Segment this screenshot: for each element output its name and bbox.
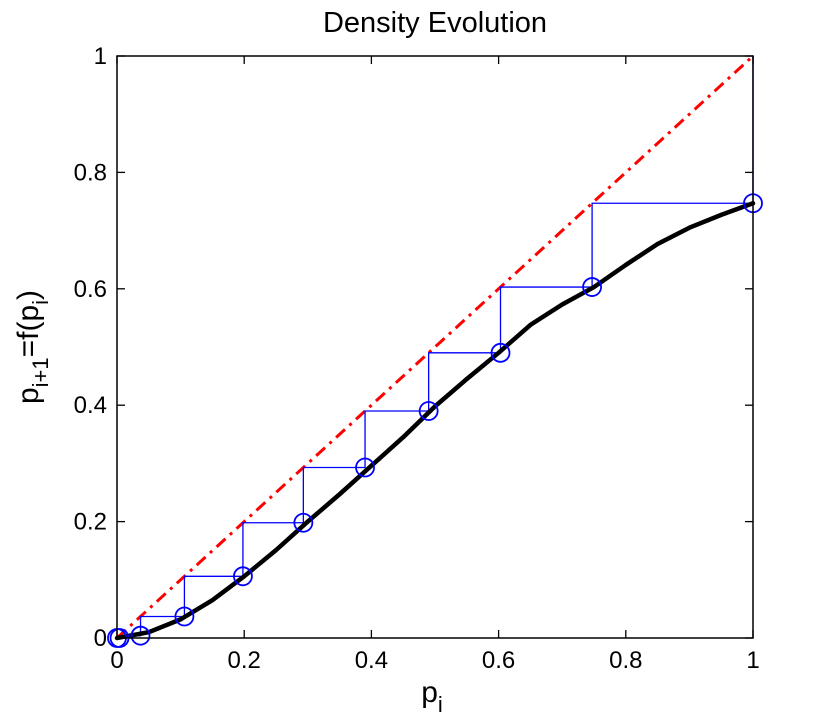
y-tick-label: 0	[94, 625, 107, 652]
y-tick-label: 1	[94, 43, 107, 70]
x-tick-label: 0.8	[609, 647, 642, 674]
axis-ticks: 0 0.2 0.4 0.6 0.8 1 0 0.2 0.4 0.6 0.8 1	[74, 43, 760, 674]
iteration-point	[130, 625, 151, 646]
diagonal-reference-line	[115, 54, 755, 640]
iteration-point	[293, 512, 314, 533]
iteration-point	[582, 277, 602, 297]
plot-area	[107, 54, 763, 648]
y-axis-title-subscript-2: i	[28, 300, 53, 305]
iteration-staircase	[117, 56, 754, 639]
iteration-point	[490, 342, 511, 363]
y-tick-label: 0.8	[74, 159, 107, 186]
y-tick-label: 0.4	[74, 392, 107, 419]
y-axis-title-subscript-1: i+1	[28, 357, 53, 387]
y-tick-label: 0.2	[74, 509, 107, 536]
density-evolution-curve	[114, 200, 756, 641]
x-tick-label: 1	[746, 647, 759, 674]
plot-frame	[116, 55, 754, 639]
x-tick-label: 0.6	[482, 647, 515, 674]
y-axis-title-function: =f(p	[12, 305, 45, 358]
iteration-point	[418, 401, 439, 421]
iteration-point	[233, 566, 253, 587]
x-tick-label: 0.2	[228, 647, 261, 674]
x-axis-title-subscript: i	[438, 692, 443, 717]
iteration-point	[355, 457, 375, 478]
y-axis-title: pi+1=f(pi)	[12, 290, 53, 404]
y-tick-label: 0.6	[74, 276, 107, 303]
y-axis-title-close: )	[12, 290, 45, 300]
x-tick-label: 0.4	[355, 647, 388, 674]
y-axis-title-base: p	[12, 387, 45, 404]
x-axis-title: pi	[421, 676, 443, 717]
iteration-point	[174, 606, 195, 627]
chart-title: Density Evolution	[323, 7, 547, 39]
x-tick-label: 0	[110, 647, 123, 674]
x-axis-title-base: p	[421, 676, 438, 709]
